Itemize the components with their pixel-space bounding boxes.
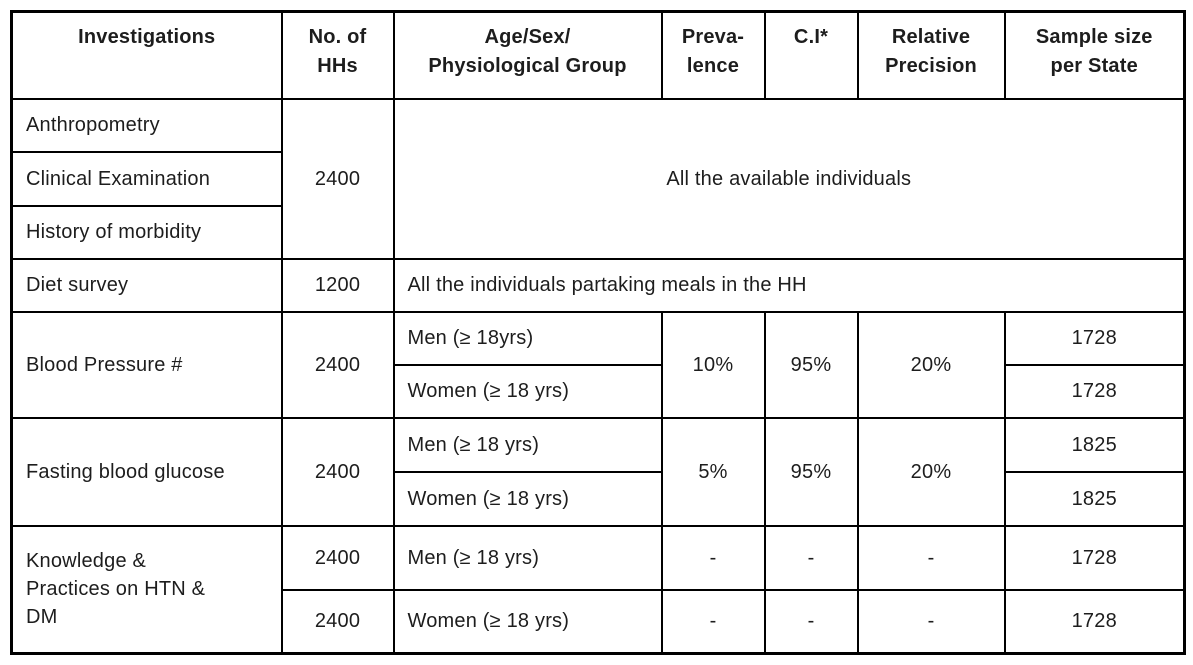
header-prevalence: Preva- lence	[660, 10, 766, 100]
cell-investigation-anthropometry: Anthropometry	[10, 97, 283, 153]
header-investigations: Investigations	[10, 10, 283, 100]
cell-bp-sample-women: 1728	[1003, 363, 1186, 419]
cell-fbg-hhs: 2400	[280, 416, 395, 527]
cell-diet-hhs: 1200	[280, 257, 395, 313]
cell-bp-hhs: 2400	[280, 310, 395, 419]
cell-bp-group-women: Women (≥ 18 yrs)	[392, 363, 663, 419]
cell-general-note: All the available individuals	[392, 97, 1186, 260]
table-row: Clinical Examination	[10, 150, 1185, 207]
cell-bp-group-men: Men (≥ 18yrs)	[392, 310, 663, 366]
cell-knowledge-hhs-women: 2400	[280, 588, 395, 655]
survey-sampling-table-container: Investigations No. of HHs Age/Sex/ Physi…	[10, 10, 1186, 655]
cell-bp-ci: 95%	[763, 310, 859, 419]
table-row: Fasting blood glucose 2400 Men (≥ 18 yrs…	[10, 416, 1186, 527]
cell-knowledge-prevalence-men: -	[660, 524, 766, 591]
header-age-sex-group: Age/Sex/ Physiological Group	[392, 10, 663, 100]
header-sample-size: Sample size per State	[1003, 10, 1186, 100]
cell-knowledge-group-men: Men (≥ 18 yrs)	[392, 524, 663, 591]
cell-diet-note: All the individuals partaking meals in t…	[392, 257, 1186, 313]
cell-knowledge-sample-men: 1728	[1003, 524, 1186, 591]
cell-general-hhs: 2400	[280, 97, 395, 260]
table-row: Women (≥ 18 yrs) 1825	[12, 470, 1186, 527]
table-row: Knowledge & Practices on HTN & DM 2400 M…	[10, 524, 1186, 655]
cell-fbg-group-men: Men (≥ 18 yrs)	[392, 416, 663, 473]
cell-fbg-relative-precision: 20%	[856, 416, 1006, 527]
cell-fbg-ci: 95%	[763, 416, 859, 527]
header-ci: C.I*	[763, 10, 859, 100]
cell-fbg-sample-women: 1825	[1003, 470, 1186, 527]
cell-knowledge-relative-precision-women: -	[856, 588, 1006, 655]
header-relative-precision: Relative Precision	[856, 10, 1006, 100]
cell-knowledge-relative-precision-men: -	[856, 524, 1006, 591]
table-row: Diet survey 1200 All the individuals par…	[10, 257, 1186, 313]
cell-investigation-blood-pressure: Blood Pressure #	[10, 310, 283, 419]
cell-investigation-clinical-examination: Clinical Examination	[10, 150, 283, 207]
table-row: Women (≥ 18 yrs) 1728	[12, 363, 1186, 419]
table-row: 2400 Women (≥ 18 yrs) - - - 1728	[12, 588, 1186, 655]
table-row: Anthropometry 2400 All the available ind…	[10, 97, 1186, 260]
cell-investigation-knowledge-practices: Knowledge & Practices on HTN & DM	[10, 524, 283, 655]
header-no-of-hhs: No. of HHs	[280, 10, 395, 100]
cell-knowledge-ci-women: -	[763, 588, 859, 655]
cell-knowledge-group-women: Women (≥ 18 yrs)	[392, 588, 663, 655]
cell-bp-relative-precision: 20%	[856, 310, 1006, 419]
cell-investigation-fasting-glucose: Fasting blood glucose	[10, 416, 283, 527]
cell-fbg-group-women: Women (≥ 18 yrs)	[392, 470, 663, 527]
table-row: Blood Pressure # 2400 Men (≥ 18yrs) 10% …	[10, 310, 1186, 419]
cell-knowledge-hhs-men: 2400	[280, 524, 395, 591]
cell-bp-prevalence: 10%	[660, 310, 766, 419]
survey-sampling-table: Investigations No. of HHs Age/Sex/ Physi…	[10, 10, 1186, 655]
cell-fbg-sample-men: 1825	[1003, 416, 1186, 473]
cell-knowledge-ci-men: -	[763, 524, 859, 591]
cell-fbg-prevalence: 5%	[660, 416, 766, 527]
table-row: History of morbidity	[10, 204, 1185, 260]
cell-investigation-history-of-morbidity: History of morbidity	[10, 204, 283, 260]
cell-investigation-diet-survey: Diet survey	[10, 257, 283, 313]
cell-bp-sample-men: 1728	[1003, 310, 1186, 366]
cell-knowledge-prevalence-women: -	[660, 588, 766, 655]
cell-knowledge-sample-women: 1728	[1003, 588, 1186, 655]
header-row: Investigations No. of HHs Age/Sex/ Physi…	[10, 10, 1186, 100]
